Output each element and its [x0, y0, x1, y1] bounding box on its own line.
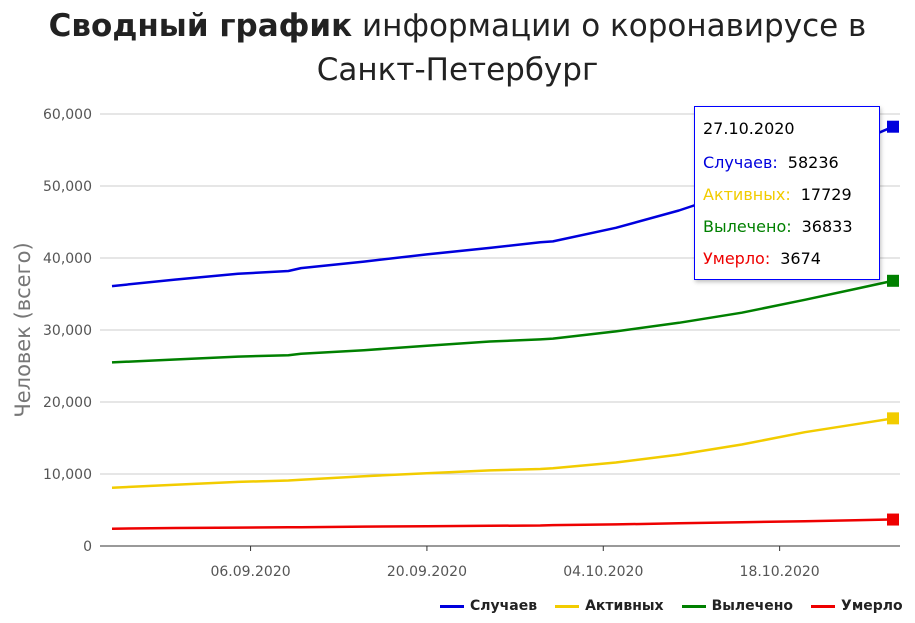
series-marker-active[interactable]	[887, 412, 899, 425]
chart-title-bold: Сводный график	[48, 8, 353, 44]
tooltip-label-recovered: Вылечено:	[703, 217, 792, 236]
legend-swatch-active	[555, 604, 580, 608]
x-tick-label: 20.09.2020	[387, 564, 467, 580]
tooltip-value-deaths: 3674	[780, 249, 821, 268]
series-line-recovered[interactable]	[111, 279, 894, 364]
y-axis-ticks: 0 10,000 20,000 30,000 40,000 50,000 60,000	[43, 107, 92, 555]
legend-swatch-deaths	[811, 604, 836, 608]
y-tick-label: 20,000	[43, 395, 92, 411]
x-tick-label: 04.10.2020	[563, 564, 643, 580]
legend-item-active[interactable]: Активных	[555, 598, 664, 614]
chart-title-line2: Санкт-Петербург	[316, 52, 599, 88]
series-line-active[interactable]	[111, 417, 894, 489]
series-marker-deaths[interactable]	[887, 513, 899, 526]
y-tick-label: 10,000	[43, 467, 92, 483]
legend-label-cases: Случаев	[470, 598, 538, 614]
legend-swatch-cases	[440, 604, 464, 608]
tooltip-date: 27.10.2020	[703, 119, 795, 138]
legend-item-cases[interactable]: Случаев	[440, 598, 537, 614]
legend-swatch-recovered	[681, 604, 706, 608]
tooltip-row-deaths: Умерло: 3674	[703, 249, 821, 268]
tooltip: 27.10.2020 Случаев: 58236 Активных: 17729 …	[694, 106, 880, 280]
tooltip-row-cases: Случаев: 58236	[703, 153, 839, 172]
y-tick-label: 60,000	[43, 107, 92, 123]
y-tick-label: 40,000	[43, 251, 92, 267]
y-tick-label: 30,000	[43, 323, 92, 339]
tooltip-value-recovered: 36833	[801, 217, 853, 236]
tooltip-row-recovered: Вылечено: 36833	[703, 217, 853, 236]
tooltip-label-cases: Случаев:	[703, 153, 778, 172]
series-lines[interactable]	[111, 120, 899, 530]
x-axis-ticks: 06.09.2020 20.09.2020 04.10.2020 18.10.2020	[210, 546, 820, 580]
tooltip-label-deaths: Умерло:	[703, 249, 771, 268]
y-axis-label: Человек (всего)	[11, 242, 35, 417]
x-tick-label: 06.09.2020	[210, 564, 290, 580]
legend-item-recovered[interactable]: Вылечено	[681, 598, 794, 614]
legend: Случаев Активных Вылечено Умерло	[440, 598, 903, 614]
legend-label-recovered: Вылечено	[711, 598, 794, 614]
series-marker-cases[interactable]	[887, 120, 899, 133]
legend-label-deaths: Умерло	[841, 598, 903, 614]
tooltip-row-active: Активных: 17729	[703, 185, 852, 204]
x-tick-label: 18.10.2020	[740, 564, 820, 580]
tooltip-value-active: 17729	[800, 185, 852, 204]
legend-label-active: Активных	[585, 598, 664, 614]
legend-item-deaths[interactable]: Умерло	[811, 598, 903, 614]
chart-title: Сводный график информации о коронавирусе…	[0, 4, 915, 92]
tooltip-value-cases: 58236	[787, 153, 839, 172]
series-marker-recovered[interactable]	[887, 274, 899, 287]
y-tick-label: 50,000	[43, 179, 92, 195]
tooltip-label-active: Активных:	[703, 185, 791, 204]
y-tick-label: 0	[83, 539, 92, 555]
chart-title-rest: информации о коронавирусе в	[352, 8, 867, 44]
series-line-deaths[interactable]	[111, 518, 894, 530]
